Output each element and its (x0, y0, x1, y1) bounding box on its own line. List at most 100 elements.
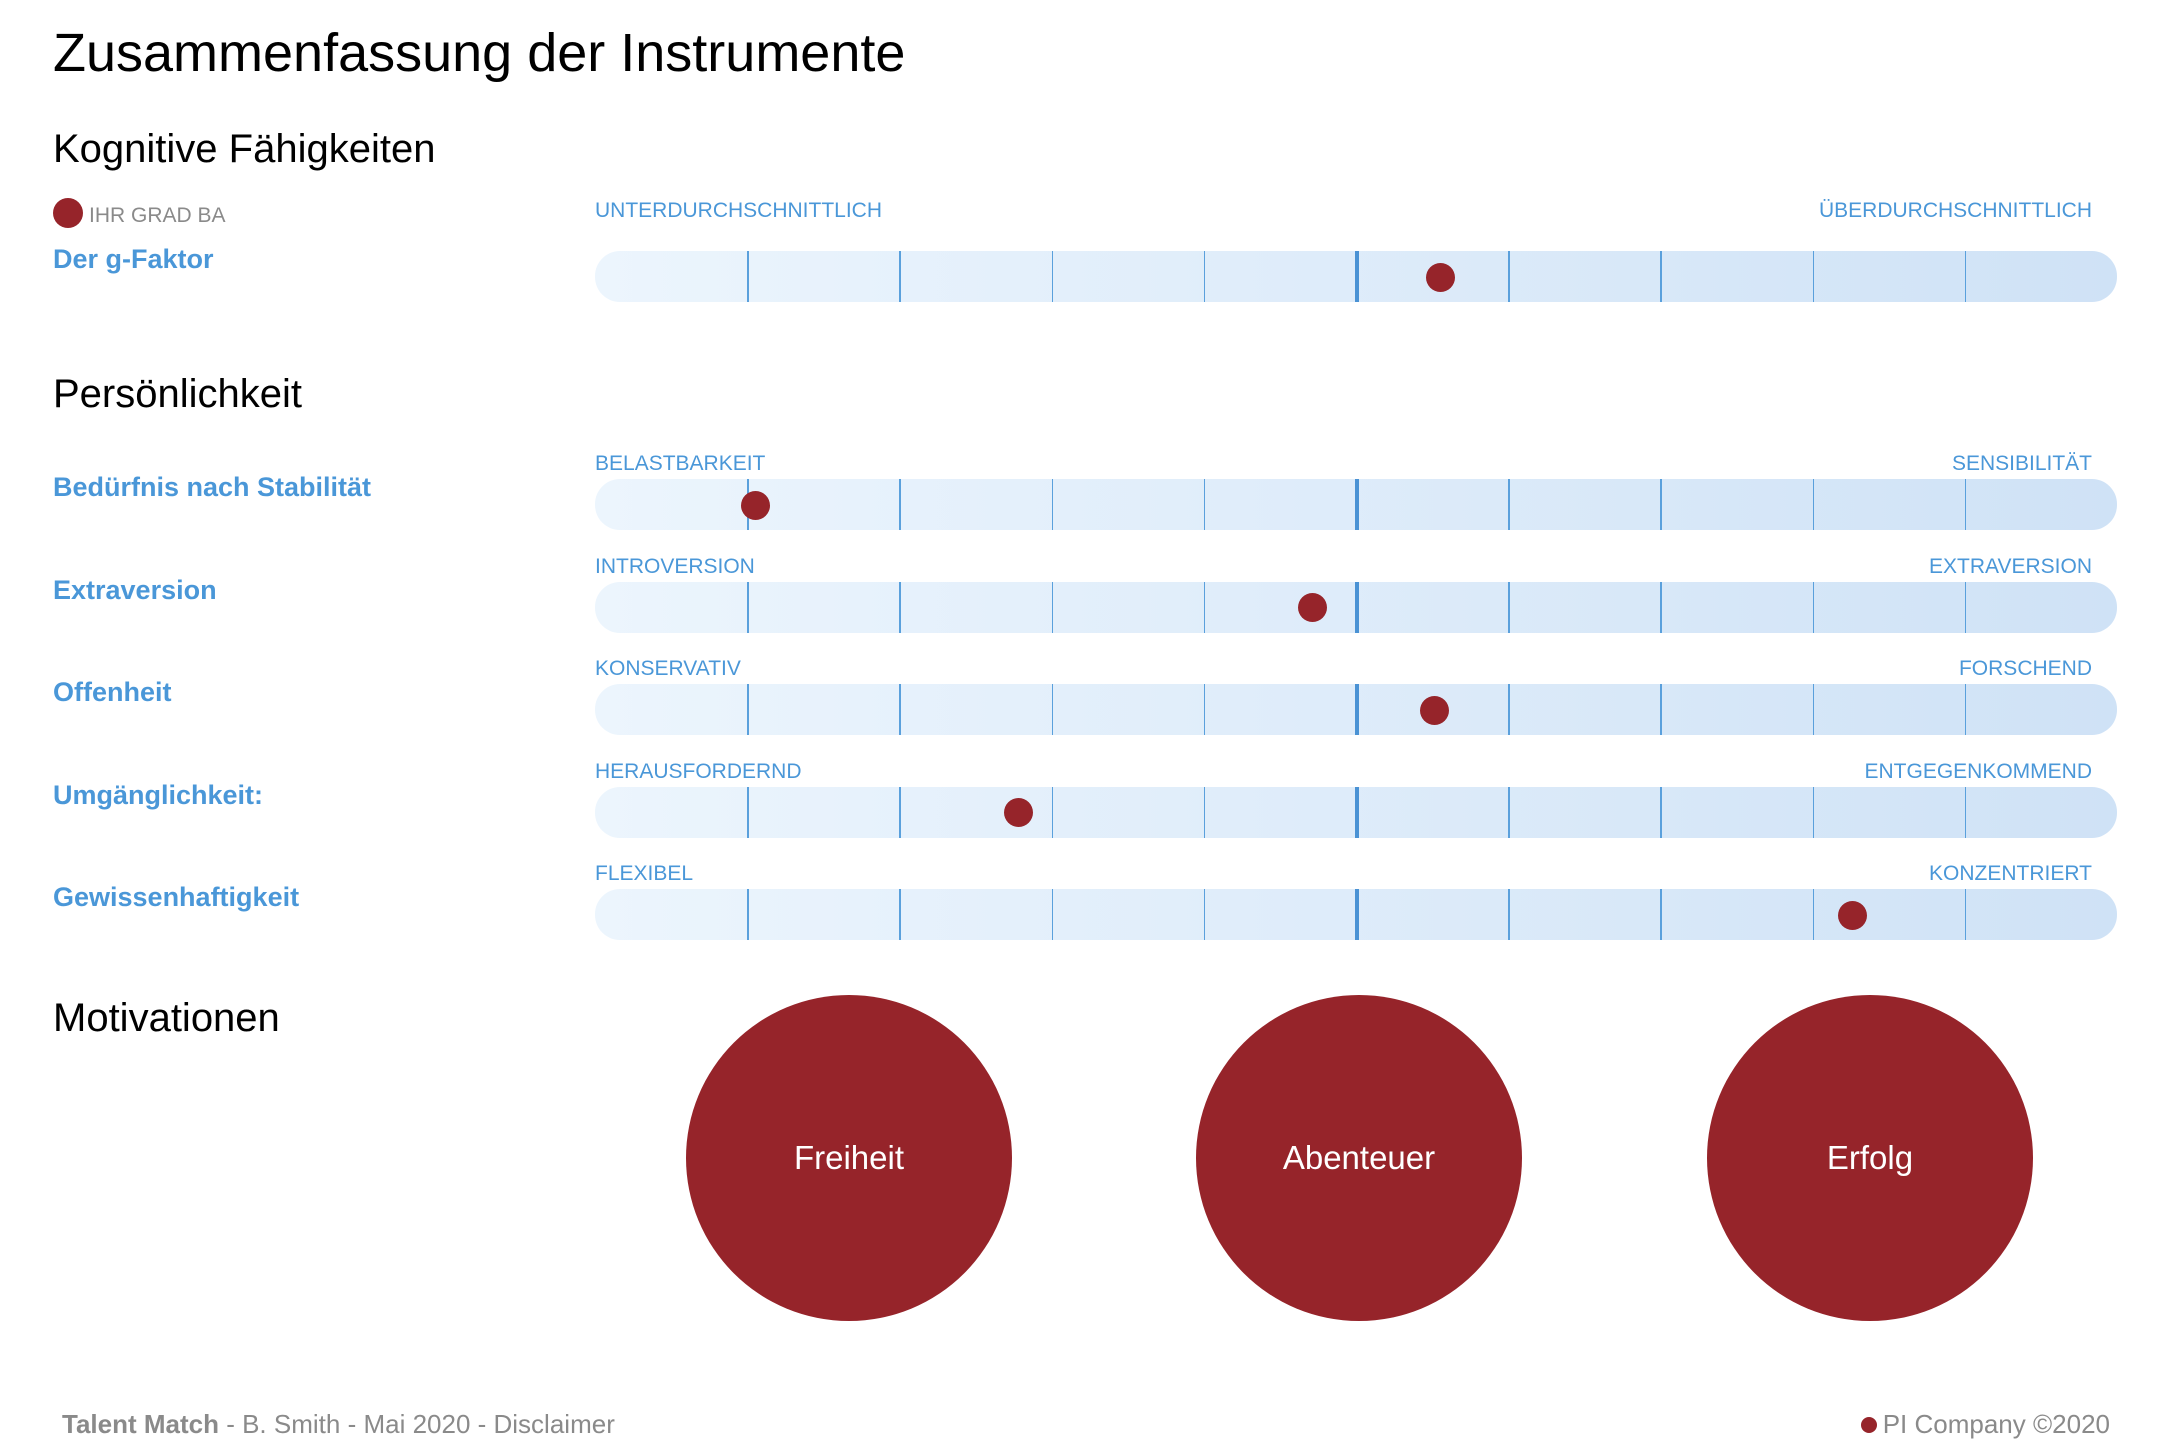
scale-tick (899, 786, 901, 838)
score-marker (1419, 695, 1449, 725)
scale-tick (1660, 581, 1662, 633)
scale-tick (747, 581, 749, 633)
motivation-circle: Abenteuer (1196, 995, 1522, 1321)
company-label: PI Company ©2020 (1882, 1409, 2110, 1439)
scale-left-label: INTROVERSION (595, 554, 755, 578)
scale-right-label: EXTRAVERSION (1929, 554, 2092, 578)
section-heading-personality: Persönlichkeit (53, 372, 303, 416)
scale-right-label: ENTGEGENKOMMEND (1864, 759, 2092, 783)
scale-left-label: FLEXIBEL (595, 862, 694, 885)
scale-tick (1508, 786, 1510, 838)
scale-right-label: KONZENTRIERT (1929, 862, 2092, 885)
score-track (595, 251, 2117, 302)
scale-tick (1355, 889, 1359, 940)
scale-tick (1203, 581, 1206, 633)
trait-label: Offenheit (53, 677, 172, 707)
footer-company: PI Company ©2020 (1860, 1409, 2110, 1440)
score-track (595, 581, 2117, 633)
scale-tick (1203, 889, 1206, 940)
scale-left-label: HERAUSFORDERND (595, 759, 802, 783)
scale-tick (1508, 251, 1510, 302)
scale-tick (1203, 684, 1206, 735)
motivation-label: Freiheit (793, 1139, 905, 1176)
motivation-label: Erfolg (1826, 1139, 1914, 1176)
scale-tick (747, 786, 749, 838)
trait-label: Gewissenhaftigkeit (53, 882, 300, 912)
footer-info: Talent Match - B. Smith - Mai 2020 - Dis… (62, 1409, 615, 1440)
scale-tick (1051, 889, 1054, 940)
scale-tick (1964, 889, 1967, 940)
scale-tick (1051, 479, 1054, 530)
scale-tick (1660, 889, 1662, 940)
score-track (595, 786, 2117, 838)
legend-label: IHR GRAD BA (89, 204, 226, 227)
scale-tick (1964, 786, 1967, 838)
scale-tick (1964, 479, 1967, 530)
scale-tick (747, 251, 749, 302)
scale-tick (1508, 684, 1510, 735)
section-heading-cognitive: Kognitive Fähigkeiten (53, 127, 436, 171)
scale-tick (1660, 684, 1662, 735)
trait-label: Bedürfnis nach Stabilität (53, 472, 372, 502)
scale-tick (747, 684, 749, 735)
trait-label: Der g-Faktor (53, 244, 214, 274)
scale-tick (1355, 479, 1359, 530)
scale-right-label: FORSCHEND (1958, 657, 2092, 680)
scale-tick (1660, 786, 1662, 838)
scale-tick (1964, 251, 1967, 302)
scale-tick (1203, 479, 1206, 530)
page-title: Zusammenfassung der Instrumente (53, 23, 906, 83)
scale-tick (1964, 581, 1967, 633)
scale-tick (1508, 889, 1510, 940)
scale-tick (1203, 786, 1206, 838)
score-dot-icon (53, 198, 83, 228)
scale-tick (1051, 251, 1054, 302)
scale-tick (1508, 479, 1510, 530)
score-track (595, 889, 2117, 940)
scale-tick (1355, 251, 1359, 302)
scale-tick (1812, 684, 1815, 735)
section-heading-motivations: Motivationen (53, 996, 280, 1040)
scale-tick (1355, 684, 1359, 735)
scale-tick (1660, 479, 1662, 530)
scale-tick (747, 889, 749, 940)
scale-tick (1812, 889, 1815, 940)
score-marker (1004, 798, 1034, 827)
scale-tick (899, 889, 901, 940)
scale-tick (1355, 786, 1359, 838)
scale-tick (1051, 581, 1054, 633)
scale-tick (899, 251, 901, 302)
trait-label: Extraversion (53, 574, 217, 605)
motivation-circle: Freiheit (686, 995, 1012, 1321)
scale-left-label: UNTERDURCHSCHNITTLICH (595, 199, 882, 222)
footer-details: - B. Smith - Mai 2020 - Disclaimer (218, 1409, 615, 1439)
scale-tick (899, 479, 901, 530)
scale-right-label: SENSIBILITÄT (1951, 452, 2092, 475)
score-track (595, 479, 2117, 530)
scale-tick (1051, 786, 1054, 838)
motivation-label: Abenteuer (1282, 1139, 1436, 1176)
scale-tick (899, 684, 901, 735)
brand-dot-icon (1860, 1416, 1877, 1433)
scale-tick (1355, 581, 1359, 633)
scale-left-label: BELASTBARKEIT (595, 452, 766, 475)
scale-tick (1964, 684, 1967, 735)
score-marker (1297, 593, 1327, 622)
score-marker (1838, 900, 1868, 930)
trait-label: Umgänglichkeit: (53, 779, 264, 810)
scale-left-label: KONSERVATIV (595, 657, 741, 680)
score-marker (1425, 262, 1455, 292)
legend: IHR GRAD BA (53, 198, 226, 228)
scale-tick (1508, 581, 1510, 633)
scale-right-label: ÜBERDURCHSCHNITTLICH (1818, 199, 2092, 222)
scale-tick (899, 581, 901, 633)
score-marker (740, 490, 770, 520)
scale-tick (1051, 684, 1054, 735)
product-name: Talent Match (62, 1409, 219, 1439)
scale-tick (1660, 251, 1662, 302)
scale-tick (1812, 581, 1815, 633)
scale-tick (1812, 251, 1815, 302)
scale-tick (1812, 479, 1815, 530)
scale-tick (1812, 786, 1815, 838)
motivation-circle: Erfolg (1707, 995, 2033, 1321)
